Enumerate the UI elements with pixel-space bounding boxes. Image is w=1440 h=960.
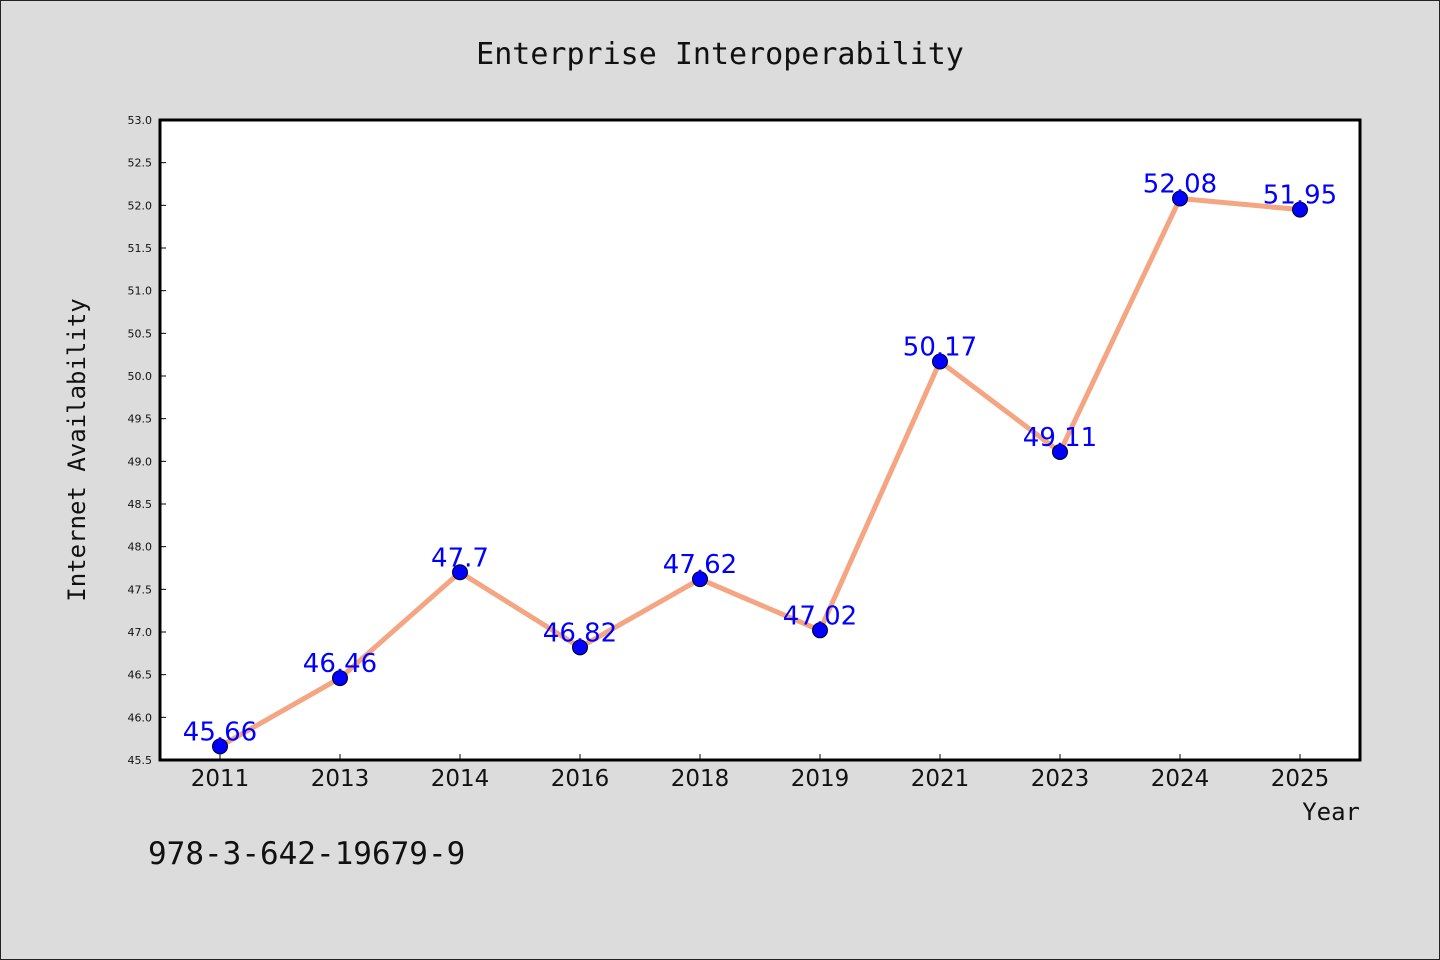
x-tick-label: 2023 (1031, 766, 1090, 792)
data-label: 50.17 (903, 332, 977, 362)
y-tick-label: 49.5 (128, 413, 153, 426)
data-label: 46.82 (543, 618, 617, 648)
plot-area (158, 118, 1362, 762)
x-tick-label: 2018 (671, 766, 730, 792)
y-axis: 45.5 46.0 46.5 47.0 47.5 48.0 48.5 49.0 49.5 50.0… (128, 114, 166, 767)
y-tick-label: 46.5 (128, 669, 153, 682)
x-tick-label: 2025 (1271, 766, 1330, 792)
data-point (212, 738, 228, 755)
x-tick-label: 2013 (311, 766, 370, 792)
isbn-footer: 978-3-642-19679-9 (148, 836, 465, 872)
data-point (452, 564, 468, 581)
data-label: 47.7 (431, 543, 489, 573)
data-label: 51.95 (1263, 181, 1337, 211)
data-point (1292, 201, 1308, 218)
data-labels-group: 45.66 46.46 47.7 46.82 47.62 47.02 50.17 49.11 5… (183, 170, 1337, 748)
x-tick-label: 2024 (1151, 766, 1210, 792)
y-tick-label: 51.0 (128, 285, 153, 298)
y-tick-label: 50.0 (128, 370, 153, 383)
y-tick-label: 53.0 (128, 114, 153, 127)
y-tick-label: 47.5 (128, 583, 153, 596)
data-label: 47.02 (783, 601, 857, 631)
data-label: 47.62 (663, 550, 737, 580)
x-axis: 2011 2013 2014 2016 2018 2019 2021 2023 2024 2025 (191, 754, 1330, 792)
data-point (1172, 190, 1188, 207)
x-tick-label: 2021 (911, 766, 970, 792)
y-tick-label: 48.0 (128, 541, 153, 554)
y-tick-label: 47.0 (128, 626, 153, 639)
data-label: 49.11 (1023, 423, 1097, 453)
data-label: 46.46 (303, 649, 377, 679)
data-markers (212, 190, 1308, 755)
y-tick-label: 48.5 (128, 498, 153, 511)
y-tick-label: 50.5 (128, 327, 153, 340)
data-label: 45.66 (183, 717, 257, 747)
y-tick-label: 46.0 (128, 711, 153, 724)
x-tick-label: 2019 (791, 766, 850, 792)
y-tick-label: 45.5 (128, 754, 153, 767)
x-tick-label: 2014 (431, 766, 490, 792)
chart-title: Enterprise Interoperability (476, 37, 964, 72)
y-axis-label: Internet Availability (63, 298, 91, 601)
data-point (332, 670, 348, 687)
y-tick-label: 49.0 (128, 455, 153, 468)
y-tick-label: 52.5 (128, 157, 153, 170)
data-point (932, 353, 948, 370)
data-point (572, 639, 588, 656)
series-line (218, 196, 1301, 749)
x-tick-label: 2011 (191, 766, 250, 792)
data-label: 52.08 (1143, 170, 1217, 200)
y-tick-label: 52.0 (128, 199, 153, 212)
data-point (1052, 443, 1068, 460)
data-point (812, 622, 828, 639)
data-point (692, 571, 708, 588)
x-tick-label: 2016 (551, 766, 610, 792)
y-tick-label: 51.5 (128, 242, 153, 255)
x-axis-label: Year (1302, 798, 1360, 826)
